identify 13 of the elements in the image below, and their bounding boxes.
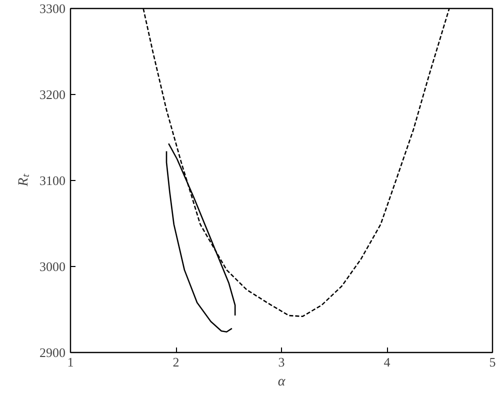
x-tick-label: 2 xyxy=(172,354,180,370)
line-series xyxy=(166,150,233,333)
y-tick-label: 3000 xyxy=(40,259,66,274)
x-tick-label: 5 xyxy=(489,354,496,370)
x-tick-label: 4 xyxy=(384,354,391,370)
y-tick-label: 3300 xyxy=(40,1,66,16)
y-tick-label: 3100 xyxy=(40,173,66,188)
x-tick-label: 1 xyxy=(67,354,74,370)
x-tick-label: 3 xyxy=(278,354,285,370)
y-axis-title: Rₜ xyxy=(16,174,32,188)
x-axis-title: α xyxy=(278,374,286,390)
y-tick-label: 3200 xyxy=(40,87,66,102)
y-tick-label: 2900 xyxy=(40,345,66,360)
